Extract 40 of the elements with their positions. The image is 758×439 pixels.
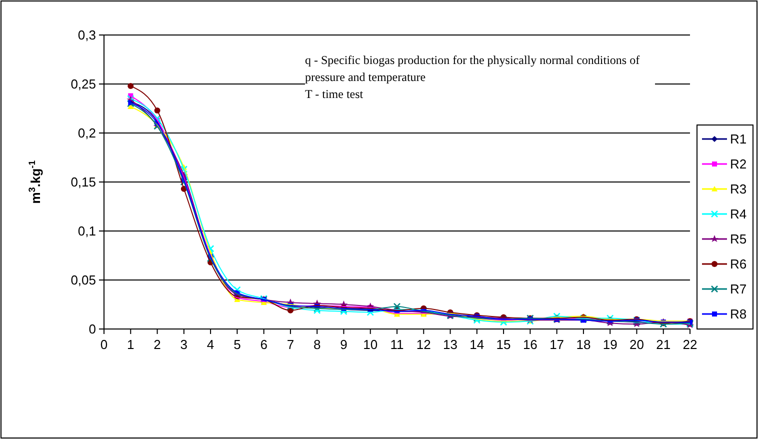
x-tick-label: 8 [313, 337, 321, 352]
x-tick-label: 21 [656, 337, 671, 352]
legend-label: R4 [730, 206, 747, 222]
x-tick-label: 13 [443, 337, 458, 352]
y-tick-label: 0,05 [70, 272, 96, 288]
x-tick-label: 0 [100, 337, 108, 352]
x-tick-label: 20 [629, 337, 644, 352]
x-tick-label: 4 [206, 337, 214, 352]
legend-label: R1 [730, 132, 747, 147]
x-tick-label: 2 [154, 337, 161, 352]
x-tick-label: 6 [260, 337, 268, 352]
legend-label: R5 [730, 232, 747, 247]
y-tick-label: 0,2 [78, 126, 96, 141]
x-tick-label: 19 [602, 337, 618, 352]
legend-label: R7 [730, 282, 747, 297]
legend-label: R6 [730, 256, 747, 272]
x-tick-label: 9 [340, 337, 348, 352]
legend-label: R8 [730, 306, 747, 322]
x-tick-label: 18 [576, 337, 591, 352]
x-tick-label: 15 [496, 337, 511, 352]
x-tick-label: 10 [363, 337, 378, 352]
legend-label: R2 [730, 156, 747, 172]
x-tick-label: 1 [127, 337, 134, 352]
annotation: q - Specific biogas production for the physically normal conditions of pressure and temperature [305, 52, 641, 86]
x-tick-label: 11 [390, 337, 404, 352]
x-tick-label: 7 [286, 337, 294, 352]
x-tick-label: 12 [416, 337, 431, 352]
x-tick-label: 5 [234, 337, 241, 352]
y-tick-label: 0,25 [70, 76, 96, 92]
x-tick-label: 22 [682, 337, 698, 352]
x-tick-label: 14 [470, 337, 484, 352]
y-tick-label: 0,15 [70, 174, 96, 190]
annotation: T - time test [305, 86, 364, 103]
x-tick-label: 16 [522, 337, 538, 352]
x-tick-label: 17 [550, 337, 564, 352]
x-tick-label: 3 [180, 337, 188, 352]
y-tick-label: 0 [88, 322, 96, 337]
legend-label: R3 [730, 182, 747, 197]
y-tick-label: 0,1 [78, 224, 96, 239]
y-tick-label: 0,3 [78, 28, 96, 43]
